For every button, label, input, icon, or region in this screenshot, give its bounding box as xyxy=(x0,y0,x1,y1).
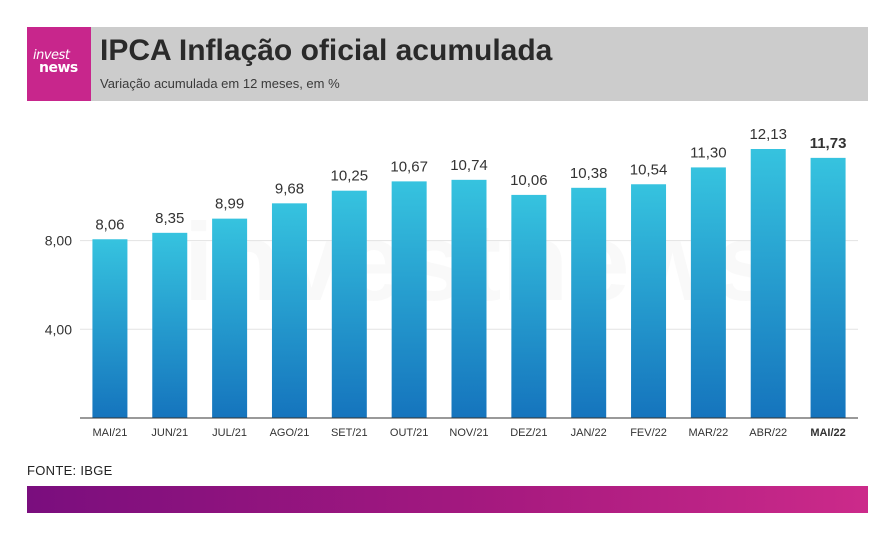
x-tick-label: SET/21 xyxy=(331,427,368,439)
x-axis-labels: MAI/21 JUN/21 JUL/21 AGO/21 SET/21 OUT/21 NOV/… xyxy=(92,427,845,439)
logo-text-invest: invest xyxy=(33,48,70,63)
x-tick-label: FEV/22 xyxy=(630,427,667,439)
bar xyxy=(152,232,188,418)
value-label: 10,06 xyxy=(510,172,548,189)
bar xyxy=(810,157,846,418)
bar xyxy=(212,218,248,418)
x-tick-label: MAI/21 xyxy=(92,427,127,439)
x-tick-label: JAN/22 xyxy=(571,427,607,439)
x-tick-label: JUL/21 xyxy=(212,427,247,439)
value-label: 10,67 xyxy=(390,158,428,175)
chart-title: IPCA Inflação oficial acumulada xyxy=(100,34,553,67)
y-tick-label: 4,00 xyxy=(45,321,72,337)
chart-header: invest news IPCA Inflação oficial acumul… xyxy=(27,27,868,101)
x-tick-label: ABR/22 xyxy=(749,427,787,439)
value-labels: 8,06 8,35 8,99 9,68 10,25 10,67 10,74 10,06 10,3… xyxy=(95,126,846,233)
value-label: 11,73 xyxy=(810,135,847,152)
bar xyxy=(391,181,427,418)
value-label: 10,25 xyxy=(331,168,369,185)
bar xyxy=(571,187,607,418)
value-label: 10,74 xyxy=(450,157,488,174)
x-tick-label: MAR/22 xyxy=(689,427,729,439)
bar xyxy=(451,179,487,418)
bar xyxy=(511,194,547,418)
x-tick-label: DEZ/21 xyxy=(510,427,547,439)
value-label: 10,38 xyxy=(570,165,608,182)
y-tick-label: 8,00 xyxy=(45,233,72,249)
bar xyxy=(271,203,307,418)
bar xyxy=(92,239,128,418)
value-label: 8,35 xyxy=(155,210,184,227)
x-tick-label: MAI/22 xyxy=(810,427,845,439)
value-label: 12,13 xyxy=(749,126,787,143)
logo-text-news: news xyxy=(39,60,78,76)
value-label: 11,30 xyxy=(690,144,726,161)
x-tick-label: OUT/21 xyxy=(390,427,429,439)
x-tick-label: JUN/21 xyxy=(151,427,188,439)
investnews-logo: invest news xyxy=(27,27,91,101)
value-label: 8,99 xyxy=(215,196,244,213)
bars xyxy=(92,149,846,418)
bar xyxy=(331,190,367,418)
value-label: 8,06 xyxy=(95,216,124,233)
source-note: FONTE: IBGE xyxy=(27,463,113,478)
value-label: 9,68 xyxy=(275,180,304,197)
x-tick-label: AGO/21 xyxy=(270,427,310,439)
y-axis-labels: 4,00 8,00 xyxy=(45,233,72,338)
bar xyxy=(750,149,786,418)
chart-subtitle: Variação acumulada em 12 meses, em % xyxy=(100,76,340,91)
value-label: 10,54 xyxy=(630,161,668,178)
x-tick-label: NOV/21 xyxy=(449,427,488,439)
bar xyxy=(631,184,667,418)
bar xyxy=(690,167,726,418)
footer-bar xyxy=(27,486,868,513)
